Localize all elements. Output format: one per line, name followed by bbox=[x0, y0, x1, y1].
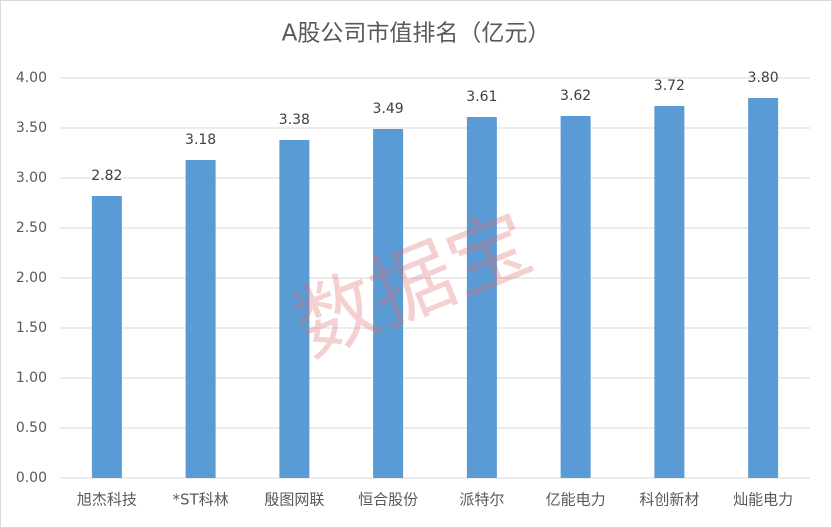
bar bbox=[185, 160, 216, 478]
x-tick-label: *ST科林 bbox=[173, 491, 229, 509]
y-tick-label: 3.50 bbox=[16, 120, 47, 136]
x-tick-label: 派特尔 bbox=[459, 491, 504, 509]
bar bbox=[654, 106, 685, 478]
value-label: 3.80 bbox=[748, 70, 779, 86]
x-tick-label: 恒合股份 bbox=[358, 491, 418, 509]
bar bbox=[748, 98, 779, 478]
value-label: 3.49 bbox=[373, 101, 404, 117]
x-tick-label: 灿能电力 bbox=[733, 491, 793, 509]
bar bbox=[466, 117, 497, 478]
value-label: 3.38 bbox=[279, 112, 310, 128]
y-tick-label: 2.50 bbox=[16, 220, 47, 236]
value-label: 3.18 bbox=[185, 132, 216, 148]
bar bbox=[560, 116, 591, 478]
y-tick-label: 1.00 bbox=[16, 370, 47, 386]
x-tick-label: 殷图网联 bbox=[264, 491, 324, 509]
bar bbox=[373, 129, 404, 478]
bar bbox=[279, 140, 310, 478]
value-label: 3.72 bbox=[654, 78, 685, 94]
y-tick-label: 3.00 bbox=[16, 170, 47, 186]
value-label: 3.61 bbox=[466, 89, 497, 105]
x-tick-label: 亿能电力 bbox=[546, 491, 606, 509]
y-tick-label: 2.00 bbox=[16, 270, 47, 286]
bar bbox=[91, 196, 122, 478]
value-label: 3.62 bbox=[560, 88, 591, 104]
x-tick-label: 旭杰科技 bbox=[77, 491, 137, 509]
y-tick-label: 0.50 bbox=[16, 420, 47, 436]
chart-title: A股公司市值排名（亿元） bbox=[282, 21, 551, 47]
y-tick-label: 1.50 bbox=[16, 320, 47, 336]
x-tick-label: 科创新材 bbox=[639, 491, 699, 509]
y-tick-label: 0.00 bbox=[16, 470, 47, 486]
y-tick-label: 4.00 bbox=[16, 70, 47, 86]
value-label: 2.82 bbox=[91, 168, 122, 184]
